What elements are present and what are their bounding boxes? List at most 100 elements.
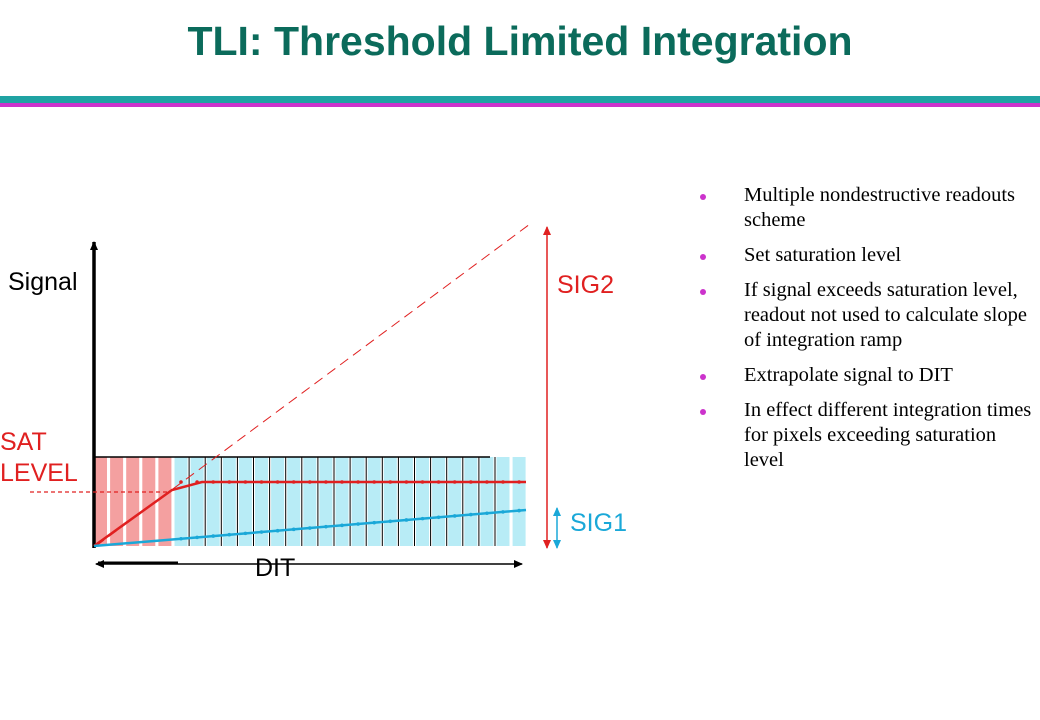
red-readout-point	[179, 480, 183, 484]
red-readout-point	[227, 480, 232, 484]
readout-bar	[432, 457, 446, 546]
red-readout-point	[259, 480, 264, 484]
bullet-item: Multiple nondestructive readouts scheme	[694, 183, 1040, 233]
readout-bar	[271, 457, 285, 546]
readout-bar	[190, 457, 204, 546]
blue-readout-point	[179, 536, 183, 541]
readout-bar	[512, 457, 526, 546]
readout-bar	[351, 457, 365, 546]
blue-readout-point	[436, 515, 441, 520]
sat-level-label-line1: SAT	[0, 428, 47, 456]
bullet-list: Multiple nondestructive readouts scheme …	[694, 183, 1040, 483]
saturated-readout-bar	[126, 457, 140, 546]
bullet-icon	[700, 254, 706, 260]
red-readout-point	[340, 480, 344, 484]
red-readout-point	[469, 480, 473, 484]
blue-readout-point	[291, 527, 296, 532]
red-readout-point	[372, 480, 377, 484]
blue-readout-point	[388, 519, 393, 524]
blue-readout-point	[308, 526, 312, 530]
blue-readout-point	[372, 520, 377, 525]
bullet-text: If signal exceeds saturation level, read…	[744, 279, 1027, 351]
sig2-label: SIG2	[557, 271, 614, 299]
bullet-text: Extrapolate signal to DIT	[744, 364, 953, 386]
sat-level-label-line2: LEVEL	[0, 459, 78, 487]
red-readout-point	[517, 480, 521, 484]
readout-bar	[464, 457, 478, 546]
blue-readout-point	[469, 512, 473, 517]
readout-bar	[416, 457, 429, 546]
readout-bar	[383, 457, 397, 546]
red-readout-point	[324, 480, 328, 484]
red-readout-point	[211, 480, 215, 484]
blue-readout-point	[356, 522, 360, 526]
readout-bar	[206, 457, 220, 546]
bullet-icon	[700, 289, 706, 295]
bullet-text: Multiple nondestructive readouts scheme	[744, 184, 1015, 231]
blue-readout-point	[227, 532, 232, 537]
red-readout-point	[501, 480, 505, 484]
blue-readout-point	[275, 528, 280, 533]
readout-bar	[448, 457, 462, 546]
readout-bar	[399, 457, 413, 546]
readout-bar	[335, 457, 349, 546]
readout-bar	[174, 457, 188, 546]
slide-title: TLI: Threshold Limited Integration	[187, 18, 853, 64]
bullet-item: Set saturation level	[694, 243, 1040, 268]
red-readout-point	[404, 480, 409, 484]
red-readout-point	[195, 480, 199, 484]
title-divider	[0, 96, 1040, 107]
blue-readout-point	[259, 530, 264, 534]
red-readout-point	[420, 480, 425, 484]
saturated-readout-bar	[94, 457, 107, 546]
red-readout-point	[243, 480, 248, 484]
blue-readout-point	[404, 518, 409, 522]
readout-bar	[367, 457, 381, 546]
diagram-lines	[30, 223, 561, 568]
blue-readout-point	[324, 524, 328, 529]
bullet-icon	[700, 409, 706, 415]
readout-bar	[287, 457, 301, 546]
bullet-item: In effect different integration times fo…	[694, 398, 1040, 473]
red-readout-point	[308, 480, 312, 484]
readout-bar	[222, 457, 236, 546]
readout-bar	[255, 457, 268, 546]
red-readout-point	[436, 480, 441, 484]
red-readout-point	[485, 480, 489, 484]
y-axis-label: Signal	[8, 268, 78, 296]
extrapolation-line	[95, 223, 531, 547]
saturated-readout-bar	[158, 457, 172, 546]
readout-bars	[94, 456, 526, 546]
blue-readout-point	[485, 511, 489, 516]
dit-label: DIT	[255, 554, 295, 582]
blue-readout-point	[211, 534, 215, 538]
red-readout-point	[356, 480, 360, 484]
bullet-item: If signal exceeds saturation level, read…	[694, 278, 1040, 353]
readout-bar	[303, 457, 317, 546]
red-readout-point	[291, 480, 296, 484]
sig1-label: SIG1	[570, 509, 627, 537]
readout-bar	[480, 457, 494, 546]
red-readout-point	[388, 480, 393, 484]
saturated-ramp	[93, 480, 526, 548]
blue-readout-point	[195, 535, 199, 540]
bullet-item: Extrapolate signal to DIT	[694, 363, 1040, 388]
blue-readout-point	[517, 508, 521, 513]
readout-bar	[319, 457, 333, 546]
red-readout-point	[452, 480, 457, 484]
saturated-readout-bar	[110, 457, 124, 546]
bullet-icon	[700, 374, 706, 380]
blue-readout-point	[452, 514, 457, 518]
bullet-icon	[700, 194, 706, 200]
blue-readout-point	[420, 516, 425, 521]
blue-readout-point	[501, 510, 505, 514]
bullet-text: Set saturation level	[744, 244, 902, 266]
red-readout-point	[275, 480, 280, 484]
readout-bar	[238, 457, 252, 546]
readout-bar	[496, 457, 510, 546]
bullet-text: In effect different integration times fo…	[744, 399, 1032, 471]
blue-readout-point	[340, 523, 344, 528]
blue-readout-point	[243, 531, 248, 536]
saturated-readout-bar	[142, 457, 156, 546]
